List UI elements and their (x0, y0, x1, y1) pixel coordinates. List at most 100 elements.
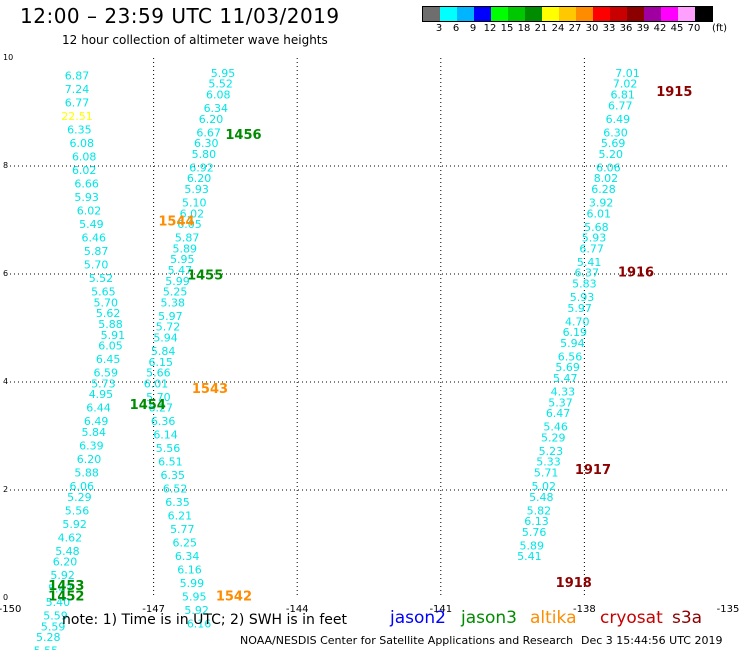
wave-height-value: 5.20 (598, 148, 623, 161)
color-scale-label: 9 (469, 23, 477, 34)
wave-height-value: 5.33 (536, 456, 561, 469)
wave-height-value: 4.95 (89, 388, 114, 401)
wave-height-value: 7.02 (613, 78, 638, 91)
wave-height-value: 5.29 (541, 431, 566, 444)
color-scale-label: 6 (452, 23, 460, 34)
wave-height-value: 6.87 (65, 70, 90, 83)
color-scale-label: 18 (517, 23, 531, 34)
color-scale-label: 39 (636, 23, 650, 34)
wave-height-value: 5.72 (156, 321, 181, 334)
footer-timestamp: Dec 3 15:44:56 UTC 2019 (581, 634, 723, 647)
wave-height-value: 6.14 (153, 429, 178, 442)
wave-height-value: 5.46 (543, 421, 568, 434)
wave-height-value: 6.06 (596, 161, 621, 174)
x-tick-label: -135 (717, 604, 740, 615)
wave-height-value: 4.33 (551, 386, 576, 399)
wave-height-value: 5.94 (153, 332, 178, 345)
wave-height-value: 5.92 (184, 604, 209, 617)
wave-height-value: 6.02 (77, 205, 102, 218)
wave-height-value: 6.92 (189, 161, 214, 174)
wave-height-value: 5.94 (560, 337, 585, 350)
wave-height-value: 5.69 (601, 137, 626, 150)
wave-height-value: 5.99 (180, 577, 205, 590)
y-tick-label: 2 (3, 485, 8, 494)
wave-height-value: 5.70 (146, 391, 171, 404)
pass-number-label: 1915 (656, 85, 692, 100)
wave-height-value: 5.80 (192, 148, 217, 161)
wave-height-value: 6.34 (175, 550, 200, 563)
wave-height-value: 7.24 (65, 83, 90, 96)
color-scale-swatch (559, 7, 576, 21)
satellite-legend-jason3: jason3 (461, 608, 517, 628)
wave-height-value: 6.56 (558, 350, 583, 363)
satellite-legend-s3a: s3a (672, 608, 703, 628)
color-scale-label: 36 (619, 23, 633, 34)
wave-height-value: 6.35 (165, 496, 190, 509)
color-scale-swatch (576, 7, 593, 21)
pass-number-label: 1544 (158, 214, 194, 229)
wave-height-value: 22.51 (61, 110, 93, 123)
pass-number-label: 1918 (556, 576, 592, 591)
color-scale-swatch (542, 7, 559, 21)
wave-height-value: 5.47 (48, 583, 73, 596)
wave-height-value: 5.83 (572, 278, 597, 291)
note-text: note: 1) Time is in UTC; 2) SWH is in fe… (62, 612, 348, 628)
wave-height-value: 5.52 (208, 78, 233, 91)
pass-number-label: 1917 (575, 463, 611, 478)
color-scale-swatch (695, 7, 712, 21)
wave-height-value: 5.70 (84, 259, 109, 272)
satellite-legend-jason2: jason2 (390, 608, 446, 628)
wave-height-value: 5.84 (151, 345, 176, 358)
wave-height-value: 5.97 (158, 310, 183, 323)
wave-height-value: 5.59 (43, 610, 68, 623)
wave-height-value: 6.20 (53, 556, 78, 569)
color-scale-swatch (491, 7, 508, 21)
wave-height-value: 5.41 (517, 550, 542, 563)
color-scale-label: 70 (687, 23, 701, 34)
color-scale-label: 3 (435, 23, 443, 34)
wave-height-value: 5.49 (79, 218, 104, 231)
wave-height-value: 6.20 (199, 113, 224, 126)
color-scale-swatch (423, 7, 440, 21)
x-tick-label: -147 (142, 604, 165, 615)
wave-height-value: 6.16 (187, 618, 212, 631)
y-tick-label: 0 (3, 593, 8, 602)
wave-height-value: 5.48 (529, 491, 554, 504)
pass-number-label: 1543 (192, 382, 228, 397)
wave-height-value: 6.25 (172, 537, 197, 550)
y-tick-label: 4 (3, 377, 8, 386)
wave-height-value: 6.02 (72, 164, 97, 177)
wave-height-value: 6.01 (587, 207, 612, 220)
wave-height-value: 6.15 (149, 356, 174, 369)
wave-height-value: 6.02 (180, 207, 205, 220)
wave-height-value: 5.29 (67, 491, 92, 504)
pass-number-label: 1456 (225, 128, 261, 143)
color-scale-label: 30 (585, 23, 599, 34)
wave-height-value: 5.77 (170, 523, 195, 536)
wave-height-value: 5.38 (160, 296, 185, 309)
wave-height-value: 5.52 (89, 272, 114, 285)
color-scale-swatch (508, 7, 525, 21)
wave-height-value: 5.93 (582, 232, 607, 245)
wave-height-value: 6.19 (563, 326, 588, 339)
wave-height-value: 6.05 (98, 340, 123, 353)
wave-height-value: 5.71 (534, 467, 559, 480)
color-scale-swatch (593, 7, 610, 21)
wave-height-value: 5.48 (55, 545, 80, 558)
plot-frame (9, 57, 729, 599)
color-scale-label: 12 (483, 23, 497, 34)
wave-height-value: 6.36 (151, 415, 176, 428)
y-tick-label: 8 (3, 161, 8, 170)
wave-height-value: 6.05 (177, 218, 202, 231)
wave-height-value: 5.88 (74, 467, 99, 480)
wave-height-value: 6.20 (77, 453, 102, 466)
y-tick-label: 10 (3, 53, 13, 62)
footer-credit: NOAA/NESDIS Center for Satellite Applica… (240, 634, 574, 647)
x-tick-label: -138 (573, 604, 596, 615)
wave-height-value: 5.84 (82, 426, 107, 439)
wave-height-value: 6.51 (158, 456, 183, 469)
wave-height-value: 5.88 (98, 318, 123, 331)
color-scale-label: 27 (568, 23, 582, 34)
color-scale-swatch (440, 7, 457, 21)
